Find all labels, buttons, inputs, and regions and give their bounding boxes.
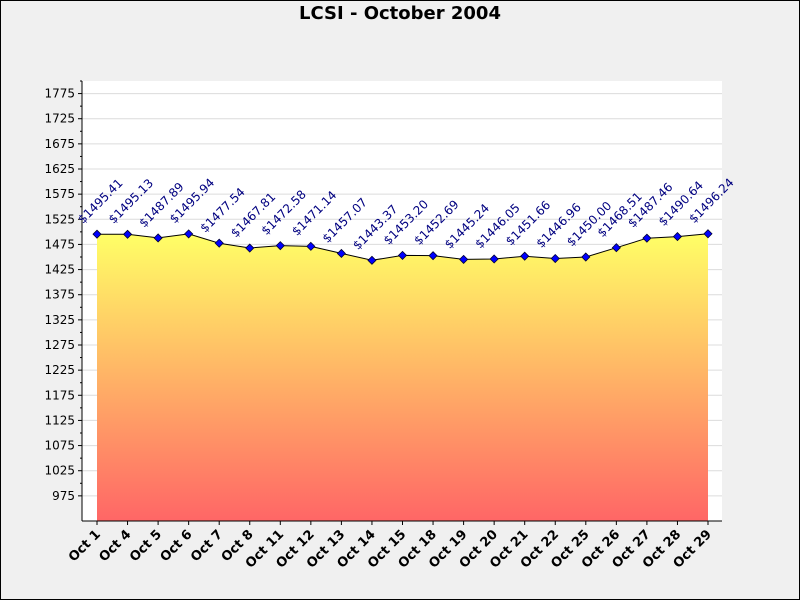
- x-tick-label: Oct 5: [127, 527, 165, 565]
- y-tick-label: 1425: [44, 263, 75, 277]
- y-tick-label: 1375: [44, 288, 75, 302]
- data-point: [550, 253, 560, 264]
- y-tick-label: 1025: [44, 464, 75, 478]
- data-markers: [92, 229, 713, 265]
- y-tick-label: 1175: [44, 388, 75, 402]
- area-fill: [97, 233, 708, 521]
- data-point: [122, 229, 133, 239]
- data-point: [184, 229, 194, 239]
- y-tick-label: 1125: [44, 413, 75, 427]
- y-tick-label: 1775: [44, 87, 75, 101]
- y-tick-label: 1325: [44, 313, 75, 327]
- data-point: [397, 250, 408, 260]
- data-point: [153, 233, 163, 243]
- data-point: [581, 252, 591, 262]
- data-point: [214, 238, 224, 248]
- x-tick-label: Oct 6: [158, 527, 196, 565]
- data-point: [336, 248, 346, 259]
- x-tick-label: Oct 1: [66, 527, 104, 565]
- y-tick-label: 1625: [44, 162, 75, 176]
- data-point: [703, 229, 713, 239]
- data-point: [672, 231, 683, 242]
- data-point: [367, 255, 377, 265]
- data-point: [428, 251, 438, 261]
- x-tick-label: Oct 7: [188, 527, 226, 565]
- y-tick-label: 1575: [44, 187, 75, 201]
- data-point: [611, 243, 621, 253]
- data-point: [489, 254, 499, 264]
- x-tick-label: Oct 4: [97, 527, 135, 565]
- data-point: [245, 243, 255, 253]
- y-tick-label: 1475: [44, 237, 75, 251]
- data-point: [642, 233, 652, 243]
- data-point: [306, 241, 316, 251]
- chart-title: LCSI - October 2004: [299, 3, 501, 24]
- y-tick-label: 1725: [44, 112, 75, 126]
- y-tick-labels: 975 1025 1075 1125 1175 1225 1275 1325 1375 1425 1…: [44, 80, 82, 503]
- y-tick-label: 1675: [44, 137, 75, 151]
- data-point: [459, 254, 469, 264]
- data-point: [275, 241, 285, 251]
- y-tick-label: 1075: [44, 439, 75, 453]
- data-point: [520, 251, 530, 261]
- y-tick-label: 1275: [44, 338, 75, 352]
- y-tick-label: 1525: [44, 212, 75, 226]
- data-point: [92, 229, 102, 239]
- y-tick-label: 975: [52, 489, 75, 503]
- y-tick-label: 1225: [44, 363, 75, 377]
